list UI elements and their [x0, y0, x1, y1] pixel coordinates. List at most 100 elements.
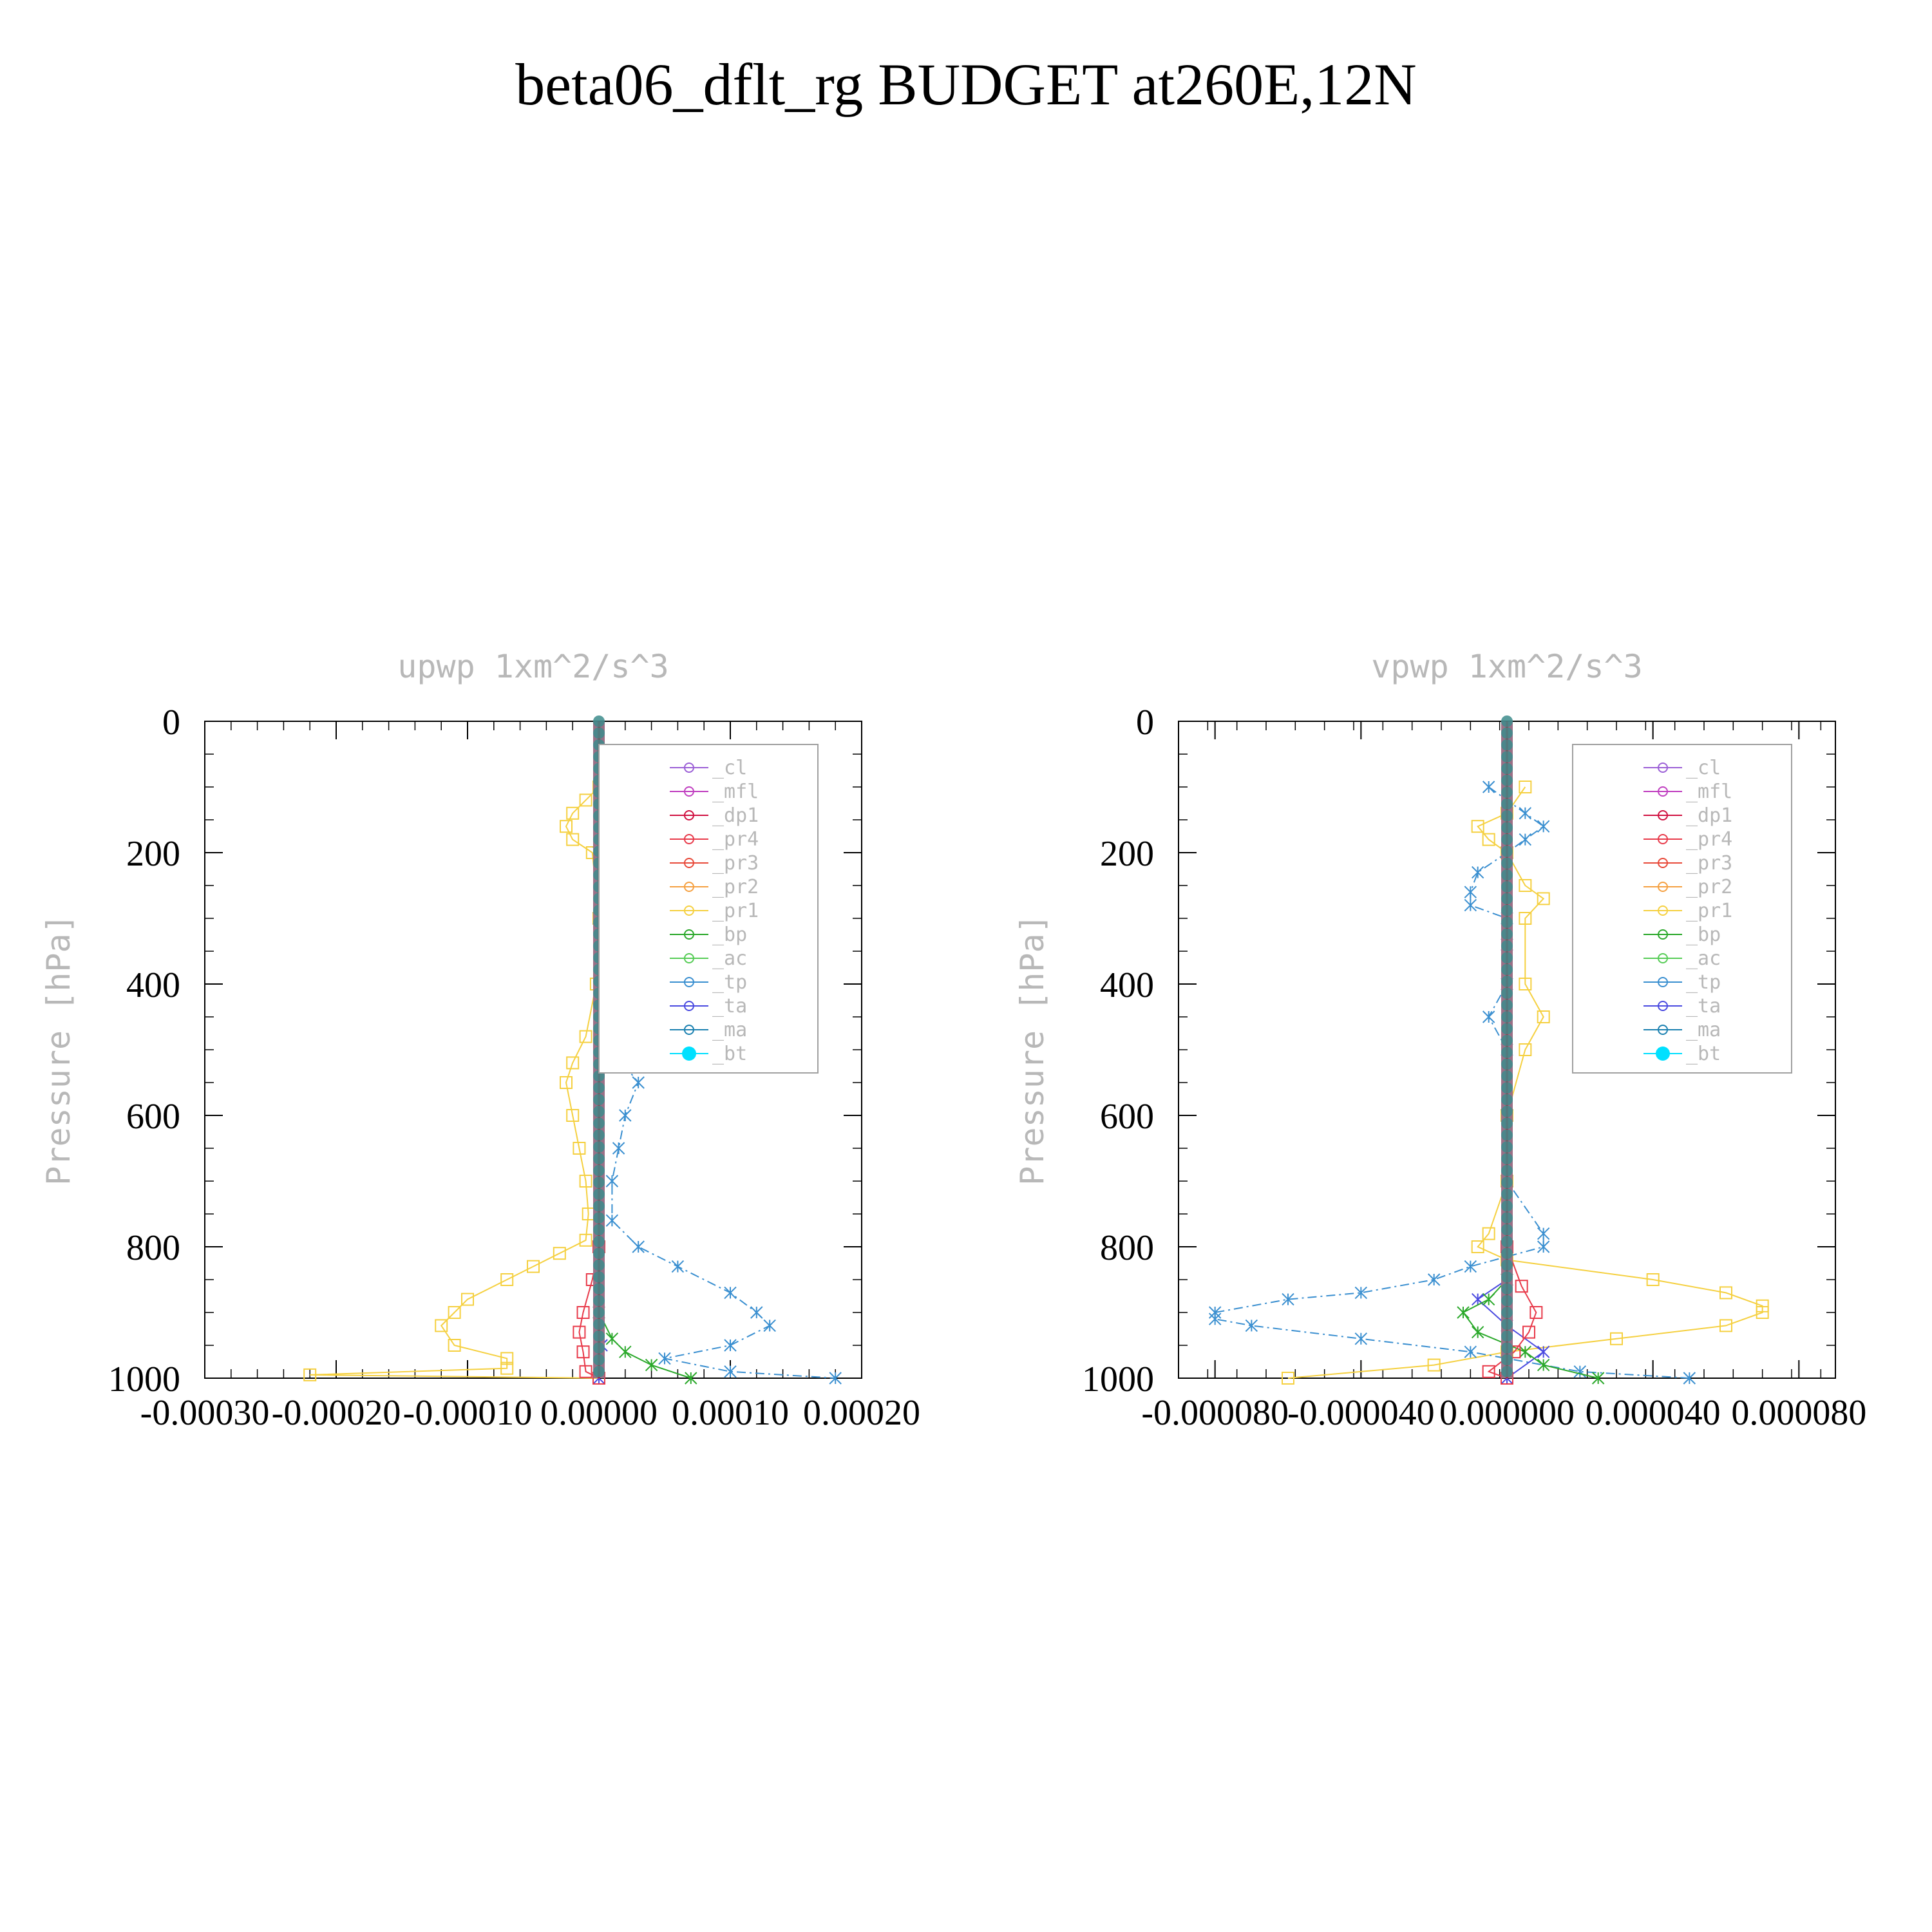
zero-series-marker — [593, 1094, 605, 1106]
legend-marker — [684, 786, 694, 797]
zero-series-marker — [1501, 869, 1513, 881]
data-point-tp — [658, 1352, 671, 1365]
zero-series-marker — [593, 1141, 605, 1153]
zero-series-marker — [593, 1271, 605, 1283]
data-point-pr1 — [500, 1352, 514, 1365]
legend-label: _dp1 — [712, 804, 759, 827]
zero-series-marker — [1501, 963, 1513, 976]
zero-series-marker — [1501, 1247, 1513, 1260]
y-tick-label: 800 — [126, 1228, 180, 1268]
data-point-pr1 — [500, 1273, 514, 1286]
x-tick-label: -0.000040 — [1287, 1393, 1435, 1433]
data-point-pr1 — [500, 1361, 514, 1375]
zero-series-marker — [1501, 1164, 1513, 1177]
data-point-ta — [1537, 1345, 1550, 1358]
zero-series-marker — [1501, 1342, 1513, 1354]
legend-label: _mfl — [1686, 781, 1732, 803]
legend-label: _ta — [1686, 995, 1721, 1018]
data-point-bp — [1519, 1345, 1532, 1358]
data-point-bp — [1471, 1325, 1484, 1339]
legend-marker — [1658, 1001, 1668, 1011]
legend-label: _tp — [1686, 971, 1721, 994]
data-point-bp — [605, 1332, 619, 1345]
y-tick-label: 400 — [126, 965, 180, 1005]
zero-series-marker — [1501, 1271, 1513, 1283]
data-point-pr1 — [461, 1293, 474, 1306]
data-point-pr4 — [573, 1325, 586, 1339]
data-point-tp — [1683, 1372, 1696, 1385]
legend-label: _bt — [712, 1043, 747, 1065]
data-point-pr1 — [1482, 833, 1495, 846]
zero-series-marker — [1501, 1354, 1513, 1366]
zero-series-marker — [1501, 857, 1513, 869]
data-point-bp — [645, 1358, 658, 1372]
data-point-pr1 — [1519, 912, 1532, 925]
data-point-pr4 — [1530, 1306, 1543, 1319]
zero-series-marker — [593, 1294, 605, 1307]
zero-series-marker — [1501, 1070, 1513, 1082]
x-tick-label: 0.00010 — [672, 1393, 789, 1433]
zero-series-marker — [593, 1105, 605, 1117]
zero-series-marker — [1501, 1046, 1513, 1059]
data-point-pr4 — [1482, 1365, 1495, 1378]
chart-vpwp: vpwp 1xm^2/s^3 Pressure [hPa] 0 200 400 600 80… — [1014, 648, 1866, 1433]
y-tick-label: 600 — [126, 1097, 180, 1137]
zero-series-marker — [1501, 987, 1513, 999]
x-tick-label: 0.000000 — [1439, 1393, 1575, 1433]
zero-series-marker — [593, 1354, 605, 1366]
zero-series-marker — [1501, 1307, 1513, 1318]
x-tick-label: -0.00030 — [140, 1393, 270, 1433]
data-point-pr1 — [579, 1175, 592, 1188]
data-point-pr1 — [1282, 1372, 1294, 1385]
zero-series-marker — [593, 727, 605, 739]
zero-series-marker — [593, 1129, 605, 1141]
legend-marker — [684, 1025, 694, 1035]
legend-label: _pr1 — [712, 900, 759, 922]
legend-marker — [1658, 1025, 1668, 1035]
data-point-tp — [1427, 1273, 1441, 1286]
data-point-pr1 — [553, 1247, 566, 1260]
chart-upwp: upwp 1xm^2/s^3 Pressure [hPa] 0 200 400 600 80… — [40, 648, 920, 1433]
zero-series-marker — [1501, 1094, 1513, 1106]
zero-series-marker — [593, 1342, 605, 1354]
y-tick-label: 0 — [162, 703, 180, 743]
data-point-bp — [619, 1345, 632, 1358]
legend-label: _pr2 — [712, 876, 759, 898]
data-point-pr4 — [576, 1306, 590, 1319]
zero-series-marker — [1501, 893, 1513, 905]
legend-label: _cl — [712, 757, 747, 779]
zero-series-marker — [1501, 1023, 1513, 1035]
y-tick-label: 200 — [126, 834, 180, 874]
data-point-tp — [1354, 1332, 1368, 1345]
zero-series-marker — [1501, 727, 1513, 739]
x-tick-label: -0.000080 — [1141, 1393, 1289, 1433]
legend-marker — [1656, 1046, 1670, 1061]
data-point-tp — [619, 1109, 632, 1122]
legend-marker — [1658, 977, 1668, 987]
legend-label: _ma — [712, 1019, 747, 1041]
legend-label: _ta — [712, 995, 747, 1018]
zero-series-marker — [593, 1188, 605, 1200]
legend-marker — [684, 882, 694, 892]
zero-series-marker — [1501, 774, 1513, 786]
data-point-pr1 — [448, 1339, 461, 1352]
data-point-pr1 — [579, 1233, 592, 1247]
zero-series-marker — [1501, 739, 1513, 751]
zero-series-marker — [593, 715, 605, 727]
data-point-pr1 — [1519, 978, 1532, 990]
data-point-tp — [1482, 1010, 1495, 1023]
zero-series-marker — [593, 1283, 605, 1295]
data-point-tp — [605, 1175, 619, 1188]
zero-series-marker — [1501, 881, 1513, 893]
legend-marker — [684, 762, 694, 773]
data-point-tp — [1282, 1293, 1294, 1306]
zero-series-marker — [1501, 762, 1513, 775]
zero-series-marker — [1501, 1141, 1513, 1153]
data-point-tp — [724, 1286, 737, 1300]
data-point-pr1 — [448, 1306, 461, 1319]
data-point-bp — [1537, 1358, 1550, 1372]
data-point-tp — [1519, 807, 1532, 820]
data-point-tp — [1354, 1286, 1368, 1300]
data-point-pr1 — [435, 1319, 448, 1332]
legend-label: _pr1 — [1686, 900, 1732, 922]
